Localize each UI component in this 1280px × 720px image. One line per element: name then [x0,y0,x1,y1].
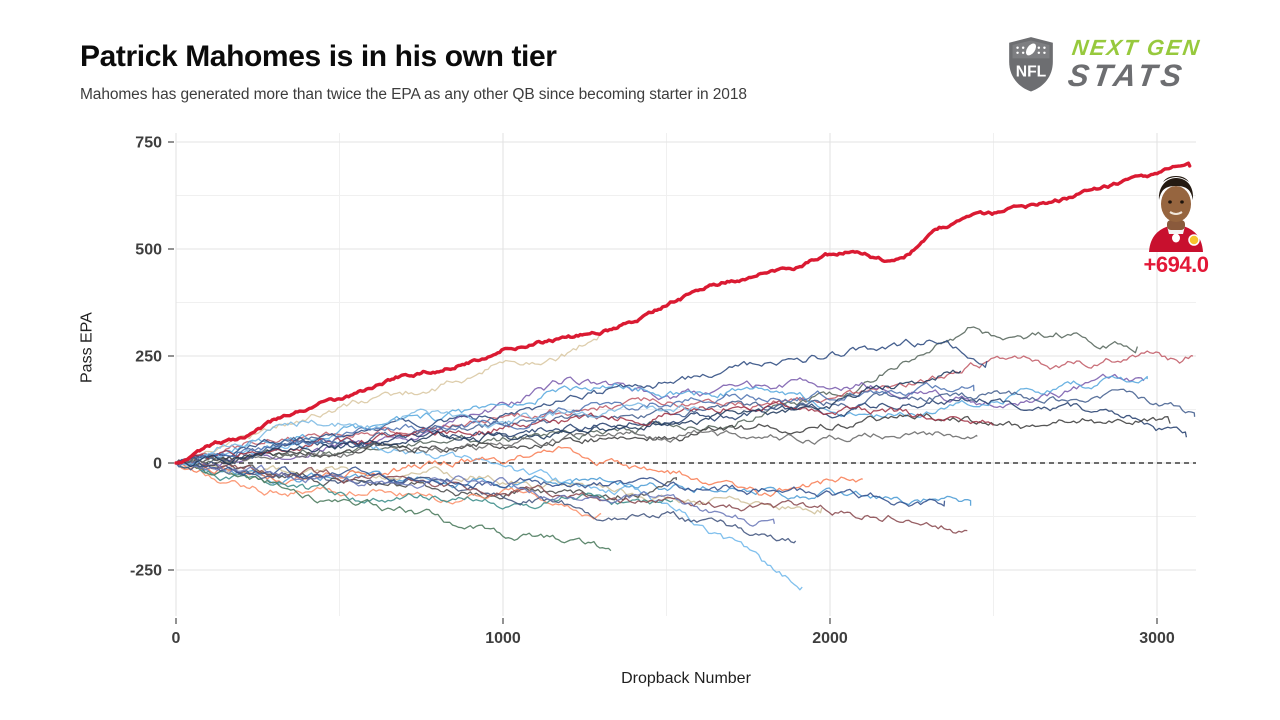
qb-epa-line [175,396,1188,464]
qb-epa-line [175,338,988,464]
qb-epa-line [175,462,612,552]
qb-epa-line [175,462,823,515]
nfl-shield-icon: NFL [1009,37,1053,92]
page-title: Patrick Mahomes is in his own tier [80,40,557,73]
y-tick-label: -250 [130,563,162,580]
qb-epa-line [175,461,797,544]
qb-epa-line [175,462,602,520]
mahomes-epa-line [174,161,1192,465]
qb-epa-line [175,382,975,468]
qb-epa-line [175,369,962,468]
qb-epa-line [175,437,803,591]
nfl-shield-label: NFL [1016,63,1047,80]
mahomes-headshot [1137,172,1215,252]
y-tick-label: 250 [135,349,162,366]
qb-epa-line [175,460,776,527]
x-tick-label: 0 [172,630,181,647]
x-axis-title: Dropback Number [621,670,751,687]
qb-epa-line [175,445,863,497]
qb-epa-line [175,460,968,534]
qb-epa-line [175,402,700,466]
next-gen-stats-logo: NFL NEXT GEN STATS [1002,35,1203,93]
qb-epa-line [175,375,1148,465]
qb-epa-line [175,456,946,507]
y-tick-label: 750 [135,135,162,152]
mahomes-epa-value: +694.0 [1143,252,1209,277]
qb-epa-line [175,413,1171,464]
x-tick-label: 1000 [485,630,521,647]
y-tick-label: 500 [135,242,162,259]
qb-epa-line [175,388,1196,464]
page-subtitle: Mahomes has generated more than twice th… [80,86,747,103]
qb-epa-line [175,373,1145,467]
y-axis-title: Pass EPA [78,312,96,383]
x-tick-label: 2000 [812,630,848,647]
qb-epa-line [175,429,978,465]
x-tick-label: 3000 [1139,630,1175,647]
y-tick-label: 0 [153,456,162,473]
